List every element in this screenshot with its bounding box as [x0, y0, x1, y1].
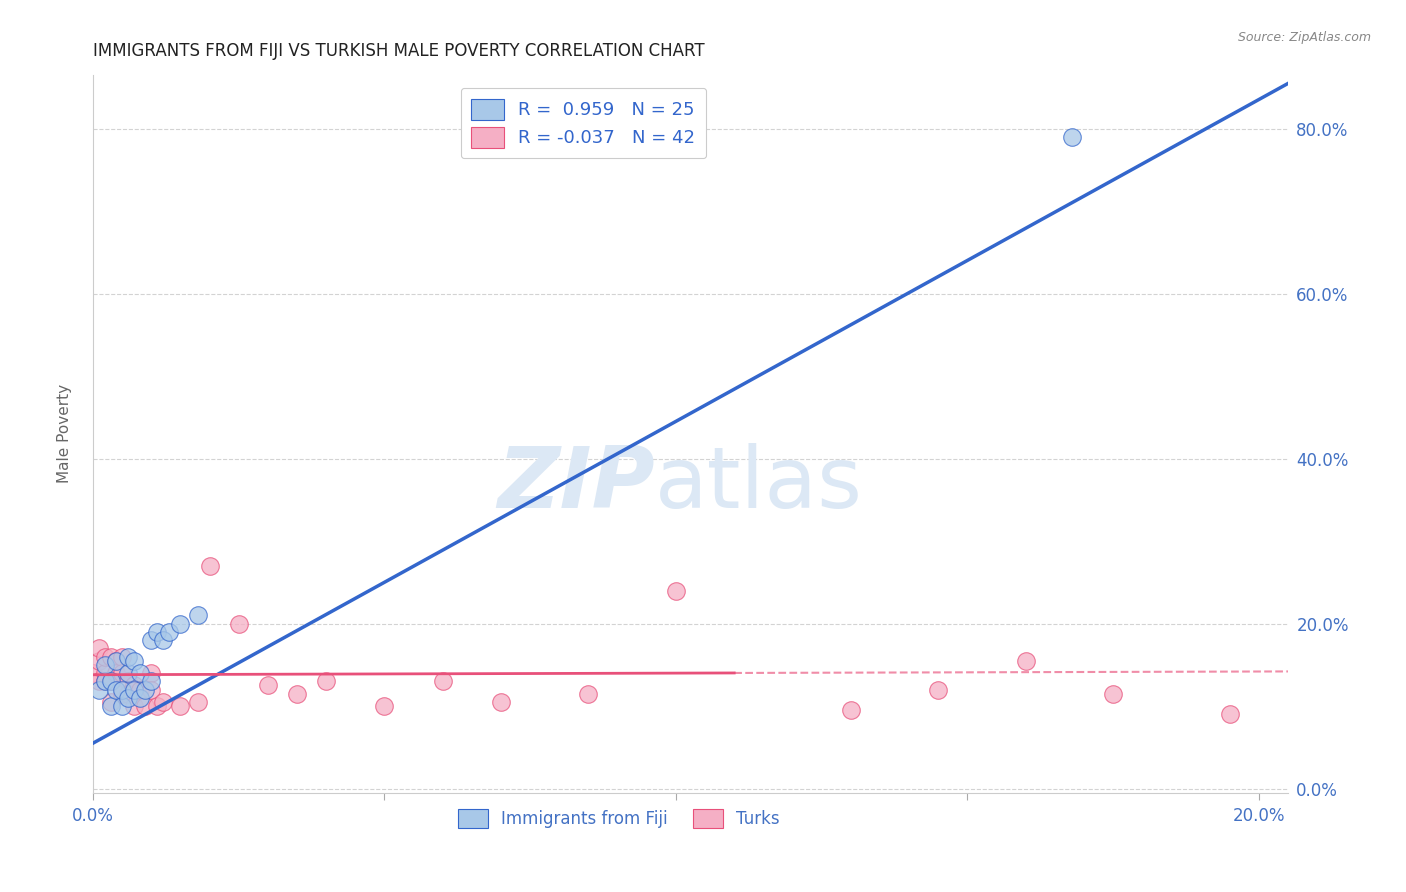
Point	[927, 682, 949, 697]
Point	[117, 690, 139, 705]
Point	[198, 558, 221, 573]
Point	[117, 666, 139, 681]
Point	[100, 695, 122, 709]
Point	[141, 633, 163, 648]
Point	[87, 654, 110, 668]
Point	[105, 666, 128, 681]
Point	[134, 699, 156, 714]
Point	[93, 674, 115, 689]
Point	[87, 641, 110, 656]
Point	[141, 682, 163, 697]
Point	[1219, 707, 1241, 722]
Point	[117, 649, 139, 664]
Point	[228, 616, 250, 631]
Text: ZIP: ZIP	[498, 442, 655, 525]
Point	[152, 633, 174, 648]
Point	[489, 695, 512, 709]
Point	[128, 690, 150, 705]
Point	[134, 682, 156, 697]
Point	[1014, 654, 1036, 668]
Point	[117, 674, 139, 689]
Point	[665, 583, 688, 598]
Point	[82, 666, 104, 681]
Point	[141, 674, 163, 689]
Point	[146, 624, 169, 639]
Point	[578, 687, 600, 701]
Point	[100, 699, 122, 714]
Point	[100, 674, 122, 689]
Point	[93, 674, 115, 689]
Point	[146, 699, 169, 714]
Point	[93, 657, 115, 672]
Text: Source: ZipAtlas.com: Source: ZipAtlas.com	[1237, 31, 1371, 45]
Point	[93, 649, 115, 664]
Point	[169, 616, 191, 631]
Point	[373, 699, 395, 714]
Point	[100, 649, 122, 664]
Point	[87, 674, 110, 689]
Point	[128, 682, 150, 697]
Point	[122, 682, 145, 697]
Point	[157, 624, 180, 639]
Point	[122, 699, 145, 714]
Point	[839, 703, 862, 717]
Legend: Immigrants from Fiji, Turks: Immigrants from Fiji, Turks	[451, 802, 786, 835]
Point	[152, 695, 174, 709]
Point	[128, 666, 150, 681]
Point	[432, 674, 454, 689]
Point	[187, 608, 209, 623]
Point	[315, 674, 337, 689]
Point	[111, 699, 134, 714]
Point	[111, 687, 134, 701]
Point	[87, 682, 110, 697]
Point	[93, 666, 115, 681]
Point	[105, 654, 128, 668]
Point	[122, 654, 145, 668]
Text: IMMIGRANTS FROM FIJI VS TURKISH MALE POVERTY CORRELATION CHART: IMMIGRANTS FROM FIJI VS TURKISH MALE POV…	[93, 42, 704, 60]
Point	[141, 666, 163, 681]
Point	[257, 678, 280, 692]
Point	[111, 682, 134, 697]
Y-axis label: Male Poverty: Male Poverty	[58, 384, 72, 483]
Point	[111, 666, 134, 681]
Point	[285, 687, 308, 701]
Point	[111, 649, 134, 664]
Text: atlas: atlas	[655, 442, 863, 525]
Point	[122, 678, 145, 692]
Point	[1062, 130, 1084, 145]
Point	[100, 674, 122, 689]
Point	[187, 695, 209, 709]
Point	[105, 654, 128, 668]
Point	[169, 699, 191, 714]
Point	[117, 687, 139, 701]
Point	[1102, 687, 1125, 701]
Point	[105, 682, 128, 697]
